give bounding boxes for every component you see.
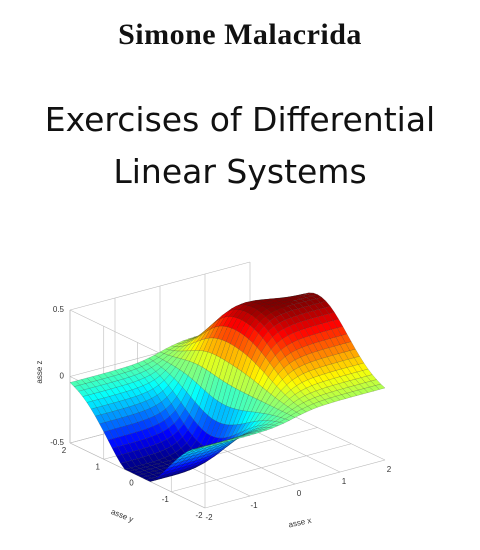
y-tick-label: -2 xyxy=(195,511,203,520)
box-line xyxy=(69,261,251,311)
x-tick-label: 1 xyxy=(342,477,347,486)
y-tick-label: 1 xyxy=(96,462,101,471)
y-tick-label: 0 xyxy=(129,479,134,488)
y-tick-label: -1 xyxy=(162,495,170,504)
x-axis-label: asse x xyxy=(288,516,312,530)
y-tick-label: 2 xyxy=(62,446,67,455)
x-tick-label: 2 xyxy=(387,465,392,474)
x-tick-label: -2 xyxy=(205,513,213,522)
title-line: Linear Systems xyxy=(113,152,367,191)
surface xyxy=(69,292,386,482)
z-tick-label: -0.5 xyxy=(50,438,64,447)
y-axis-label: asse y xyxy=(110,507,135,524)
x-tick-label: 0 xyxy=(297,489,302,498)
z-tick-label: 0.5 xyxy=(53,305,65,314)
surface-patch xyxy=(200,445,211,448)
title-line: Exercises of Differential xyxy=(44,100,436,139)
x-tick-label: -1 xyxy=(250,501,258,510)
z-tick-label: 0 xyxy=(60,372,65,381)
author: Simone Malacrida xyxy=(118,18,362,51)
z-axis-label: asse z xyxy=(35,360,44,383)
